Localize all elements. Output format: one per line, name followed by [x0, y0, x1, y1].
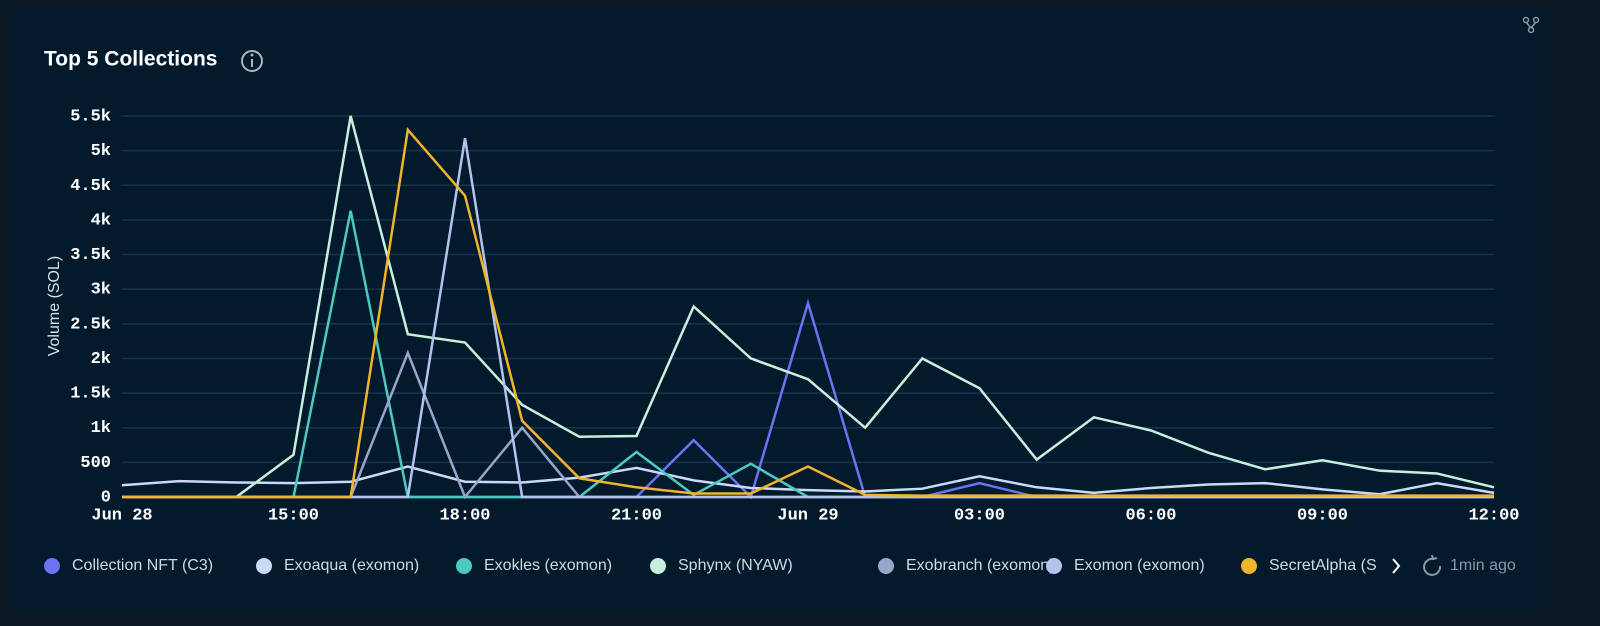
y-tick-label: 4k [91, 211, 111, 230]
legend-label: SecretAlpha (S [1269, 557, 1377, 574]
updated-label: 1min ago [1450, 557, 1516, 574]
legend: Collection NFT (C3) Exoaqua (exomon) Exokl… [44, 557, 1377, 574]
series-line [122, 127, 1494, 499]
legend-label: Exobranch (exomon) [906, 557, 1055, 574]
y-tick-label: 1.5k [70, 385, 111, 404]
legend-swatch [1046, 558, 1062, 574]
y-tick-label: 2.5k [70, 315, 111, 334]
legend-label: Sphynx (NYAW) [678, 557, 793, 574]
legend-next[interactable] [1392, 558, 1401, 574]
y-axis-label: Volume (SOL) [46, 256, 63, 356]
x-tick-label: 09:00 [1297, 506, 1348, 525]
y-tick-label: 4.5k [70, 177, 111, 196]
y-tick-label: 2k [91, 350, 111, 369]
legend-label: Exoaqua (exomon) [284, 557, 419, 574]
y-tick-label: 3.5k [70, 246, 111, 265]
legend-label: Exomon (exomon) [1074, 557, 1205, 574]
legend-swatch [878, 558, 894, 574]
legend-swatch [1241, 558, 1257, 574]
series-line [122, 115, 1495, 499]
y-tick-label: 0 [101, 488, 111, 507]
x-tick-label: 21:00 [611, 506, 662, 525]
legend-swatch [44, 558, 60, 574]
series-line [121, 465, 1495, 496]
legend-label: Collection NFT (C3) [72, 557, 213, 574]
x-tick-label: Jun 28 [91, 506, 152, 525]
x-tick-label: 06:00 [1125, 506, 1176, 525]
y-tick-label: 5.5k [70, 107, 111, 126]
x-tick-label: Jun 29 [777, 506, 838, 525]
legend-label: Exokles (exomon) [484, 557, 612, 574]
x-tick-label: 18:00 [439, 506, 490, 525]
card [10, 8, 1550, 610]
x-tick-label: 03:00 [954, 506, 1005, 525]
legend-swatch [650, 558, 666, 574]
y-tick-label: 1k [91, 419, 111, 438]
y-tick-label: 500 [80, 454, 111, 473]
info-icon[interactable] [241, 50, 263, 72]
x-tick-label: 12:00 [1468, 506, 1519, 525]
chart-title: Top 5 Collections [44, 48, 217, 71]
legend-swatch [456, 558, 472, 574]
share-icon[interactable] [1522, 16, 1540, 34]
legend-swatch [256, 558, 272, 574]
y-tick-label: 5k [91, 142, 111, 161]
refresh-icon[interactable] [1423, 554, 1442, 576]
y-tick-label: 3k [91, 281, 111, 300]
x-tick-label: 15:00 [268, 506, 319, 525]
